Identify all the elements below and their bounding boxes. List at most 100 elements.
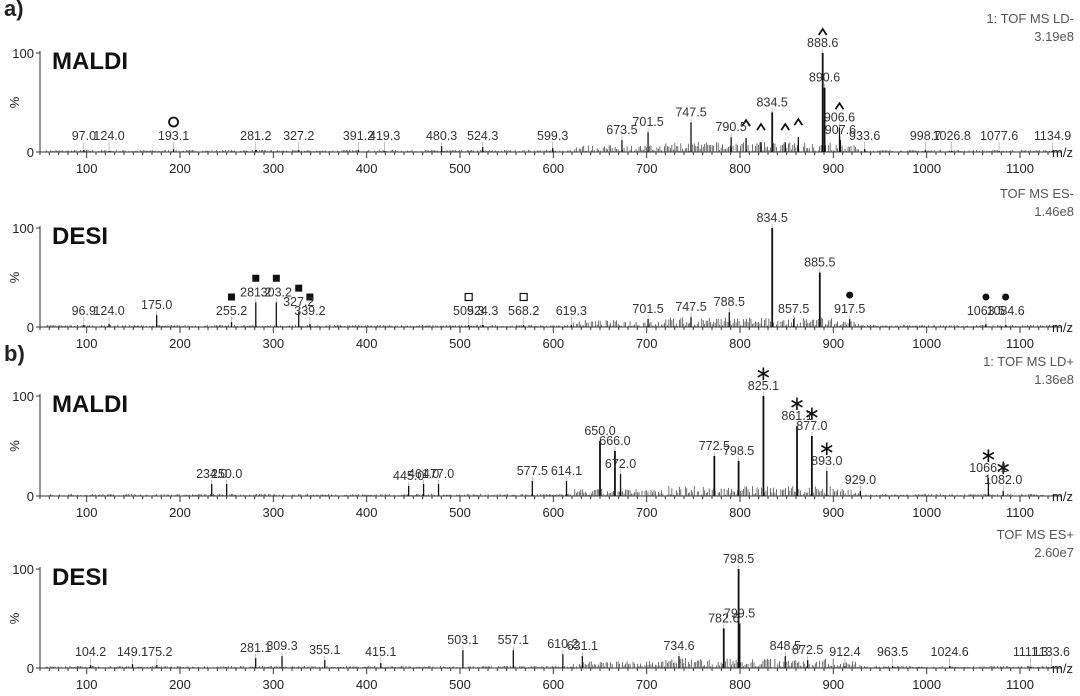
peak-marker-asterisk: ∗ — [789, 393, 806, 415]
x-tick-label: 1100 — [1006, 161, 1034, 176]
peak-label: 1082.0 — [984, 473, 1022, 487]
peak-marks — [89, 565, 1053, 668]
peak-label: 877.0 — [796, 419, 827, 433]
y-tick-label: 100 — [12, 562, 34, 577]
x-tick-label: 300 — [262, 336, 284, 351]
peak-marker-open-circle — [168, 116, 179, 128]
x-tick-label: 400 — [356, 161, 378, 176]
y-tick-label: 100 — [12, 221, 34, 236]
peak-marker-filled-circle — [1002, 293, 1010, 301]
peak-label: 1024.6 — [931, 645, 969, 659]
baseline-noise — [47, 486, 1057, 496]
peak-label: 747.5 — [675, 105, 706, 119]
x-tick-label: 500 — [449, 677, 471, 692]
peak-label: 234.0 — [196, 467, 227, 481]
x-tick-label: 300 — [262, 161, 284, 176]
y-axis-label: % — [7, 271, 22, 283]
peak-label: 599.3 — [537, 129, 568, 143]
peak-label: 747.5 — [675, 300, 706, 314]
x-unit-label: m/z — [1052, 489, 1073, 504]
x-tick-label: 1000 — [912, 505, 941, 520]
technique-label: DESI — [52, 564, 108, 591]
intensity-scale: 2.60e7 — [1034, 545, 1074, 560]
x-tick-label: 200 — [169, 505, 191, 520]
x-tick-label: 200 — [169, 677, 191, 692]
peak-label: 848.5 — [770, 639, 801, 653]
peak-label: 327.2 — [283, 129, 314, 143]
peak-label: 419.3 — [369, 129, 400, 143]
y-tick-label: 0 — [27, 661, 34, 676]
x-tick-label: 500 — [449, 161, 471, 176]
peak-label: 255.2 — [216, 304, 247, 318]
x-tick-label: 600 — [542, 336, 564, 351]
spectrum-panel-2 — [36, 224, 1062, 333]
peak-label: 1026.8 — [933, 129, 971, 143]
x-tick-label: 1000 — [912, 677, 941, 692]
x-tick-label: 100 — [76, 336, 98, 351]
acquisition-header: 1: TOF MS LD- — [986, 11, 1074, 26]
peak-label: 281.2 — [240, 285, 271, 299]
peak-label: 610.2 — [547, 637, 578, 651]
x-tick-label: 100 — [76, 505, 98, 520]
peak-label: 929.0 — [845, 473, 876, 487]
y-tick-label: 0 — [27, 145, 34, 160]
peak-marker-asterisk: ∗ — [803, 403, 820, 425]
peak-label: 391.2 — [343, 129, 374, 143]
peak-label: 673.5 — [606, 123, 637, 137]
peak-label: 415.1 — [365, 645, 396, 659]
x-tick-label: 1000 — [912, 336, 941, 351]
peak-label: 798.5 — [723, 552, 754, 566]
x-tick-label: 1100 — [1006, 677, 1034, 692]
peak-marks: ∗∗∗∗ ∗∗ — [211, 363, 1012, 496]
x-tick-label: 900 — [822, 161, 844, 176]
peak-label: 124.0 — [93, 304, 124, 318]
x-tick-label: 1000 — [912, 161, 941, 176]
peak-label: 933.6 — [849, 129, 880, 143]
asterisk-glyph: ∗ — [995, 457, 1012, 479]
x-tick-label: 700 — [636, 336, 658, 351]
peak-label: 149.1 — [117, 645, 148, 659]
x-tick-label: 600 — [542, 505, 564, 520]
y-axis-label: % — [7, 440, 22, 452]
peak-label: 524.3 — [467, 129, 498, 143]
peak-marker-open-square — [464, 292, 473, 302]
peak-label: 175.2 — [141, 645, 172, 659]
peak-label: 872.5 — [792, 643, 823, 657]
peak-marker-asterisk: ∗ — [818, 438, 835, 460]
peak-label: 650.0 — [584, 424, 615, 438]
peak-marker-filled-square — [228, 293, 236, 301]
peak-label: 124.0 — [93, 129, 124, 143]
peak-label: 1063.5 — [967, 304, 1005, 318]
peak-label: 568.2 — [508, 304, 539, 318]
peak-label: 888.6 — [807, 36, 838, 50]
peak-label: 782.6 — [708, 611, 739, 625]
peak-label: 701.5 — [632, 115, 663, 129]
peak-marker-asterisk: ∗ — [980, 445, 997, 467]
peak-label: 885.5 — [804, 256, 835, 270]
x-tick-label: 200 — [169, 161, 191, 176]
x-tick-label: 400 — [356, 336, 378, 351]
peak-label: 193.1 — [158, 129, 189, 143]
peak-label: 96.9 — [72, 304, 96, 318]
x-tick-label: 500 — [449, 505, 471, 520]
asterisk-glyph: ∗ — [803, 403, 820, 425]
acquisition-header: TOF MS ES- — [1000, 186, 1074, 201]
peak-label: 1133.6 — [1033, 645, 1070, 659]
x-tick-label: 800 — [729, 336, 751, 351]
acquisition-header: TOF MS ES+ — [997, 527, 1074, 542]
peak-marker-filled-square — [252, 274, 260, 282]
asterisk-glyph: ∗ — [755, 363, 772, 385]
peak-label: 907.6 — [825, 123, 856, 137]
peak-marks — [83, 224, 1010, 327]
x-tick-label: 200 — [169, 336, 191, 351]
intensity-scale: 3.19e8 — [1034, 29, 1074, 44]
peak-marker-filled-square — [306, 293, 314, 301]
peak-marker-caret — [756, 122, 766, 131]
peak-label: 303.2 — [261, 285, 292, 299]
x-tick-label: 400 — [356, 677, 378, 692]
peak-label: 790.5 — [715, 120, 746, 134]
x-tick-label: 700 — [636, 677, 658, 692]
peak-marker-caret — [834, 101, 845, 110]
peak-marker-filled-square — [272, 274, 280, 282]
x-tick-label: 100 — [76, 161, 98, 176]
